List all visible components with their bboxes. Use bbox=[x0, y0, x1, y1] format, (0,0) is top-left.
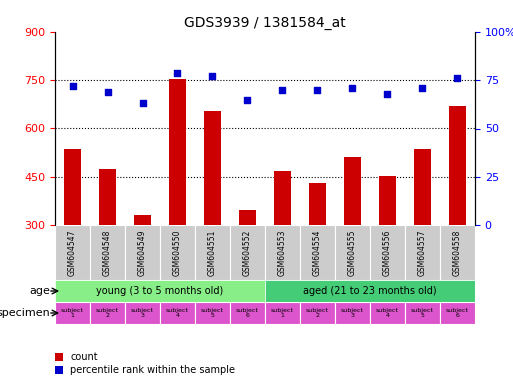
Text: subject
1: subject 1 bbox=[61, 308, 84, 318]
Bar bbox=[55, 280, 265, 302]
Bar bbox=[230, 225, 265, 280]
Legend: count, percentile rank within the sample: count, percentile rank within the sample bbox=[55, 353, 235, 375]
Point bbox=[68, 83, 76, 89]
Bar bbox=[90, 225, 125, 280]
Bar bbox=[230, 302, 265, 324]
Bar bbox=[195, 302, 230, 324]
Bar bbox=[55, 225, 90, 280]
Text: GSM604550: GSM604550 bbox=[173, 229, 182, 276]
Text: GSM604557: GSM604557 bbox=[418, 229, 427, 276]
Point bbox=[173, 70, 182, 76]
Bar bbox=[274, 171, 291, 321]
Text: GSM604547: GSM604547 bbox=[68, 229, 77, 276]
Bar bbox=[204, 111, 221, 321]
Bar bbox=[440, 225, 475, 280]
Bar bbox=[379, 176, 396, 321]
Point bbox=[453, 75, 462, 81]
Point bbox=[313, 87, 322, 93]
Text: subject
2: subject 2 bbox=[306, 308, 329, 318]
Point bbox=[348, 85, 357, 91]
Text: subject
6: subject 6 bbox=[446, 308, 469, 318]
Bar bbox=[414, 149, 431, 321]
Bar bbox=[265, 225, 300, 280]
Bar bbox=[449, 106, 466, 321]
Bar bbox=[160, 302, 195, 324]
Bar bbox=[265, 280, 475, 302]
Bar bbox=[64, 149, 81, 321]
Text: GSM604548: GSM604548 bbox=[103, 229, 112, 276]
Point bbox=[279, 87, 287, 93]
Bar bbox=[265, 302, 300, 324]
Text: GSM604549: GSM604549 bbox=[138, 229, 147, 276]
Bar bbox=[370, 225, 405, 280]
Bar bbox=[90, 302, 125, 324]
Text: subject
3: subject 3 bbox=[131, 308, 154, 318]
Point bbox=[104, 89, 112, 95]
Text: subject
2: subject 2 bbox=[96, 308, 119, 318]
Bar bbox=[335, 225, 370, 280]
Bar bbox=[335, 302, 370, 324]
Text: GSM604555: GSM604555 bbox=[348, 229, 357, 276]
Text: GSM604552: GSM604552 bbox=[243, 229, 252, 276]
Title: GDS3939 / 1381584_at: GDS3939 / 1381584_at bbox=[184, 16, 346, 30]
Bar bbox=[344, 157, 361, 321]
Point bbox=[139, 100, 147, 106]
Text: subject
1: subject 1 bbox=[271, 308, 294, 318]
Bar bbox=[239, 210, 256, 321]
Bar bbox=[405, 302, 440, 324]
Text: subject
4: subject 4 bbox=[166, 308, 189, 318]
Bar bbox=[440, 302, 475, 324]
Bar bbox=[134, 215, 151, 321]
Text: subject
4: subject 4 bbox=[376, 308, 399, 318]
Point bbox=[243, 96, 251, 103]
Bar bbox=[370, 302, 405, 324]
Text: GSM604554: GSM604554 bbox=[313, 229, 322, 276]
Bar bbox=[125, 225, 160, 280]
Point bbox=[208, 73, 216, 79]
Bar bbox=[55, 302, 90, 324]
Bar bbox=[300, 225, 335, 280]
Text: specimen: specimen bbox=[0, 308, 50, 318]
Bar bbox=[169, 79, 186, 321]
Text: age: age bbox=[29, 286, 50, 296]
Bar bbox=[309, 183, 326, 321]
Text: aged (21 to 23 months old): aged (21 to 23 months old) bbox=[303, 286, 437, 296]
Bar bbox=[405, 225, 440, 280]
Bar bbox=[300, 302, 335, 324]
Point bbox=[419, 85, 427, 91]
Text: GSM604553: GSM604553 bbox=[278, 229, 287, 276]
Bar bbox=[195, 225, 230, 280]
Text: subject
5: subject 5 bbox=[201, 308, 224, 318]
Text: subject
6: subject 6 bbox=[236, 308, 259, 318]
Text: subject
5: subject 5 bbox=[411, 308, 434, 318]
Text: GSM604551: GSM604551 bbox=[208, 229, 217, 276]
Text: young (3 to 5 months old): young (3 to 5 months old) bbox=[96, 286, 224, 296]
Point bbox=[383, 91, 391, 97]
Bar bbox=[125, 302, 160, 324]
Bar bbox=[98, 169, 116, 321]
Bar bbox=[160, 225, 195, 280]
Text: subject
3: subject 3 bbox=[341, 308, 364, 318]
Text: GSM604556: GSM604556 bbox=[383, 229, 392, 276]
Text: GSM604558: GSM604558 bbox=[453, 229, 462, 276]
